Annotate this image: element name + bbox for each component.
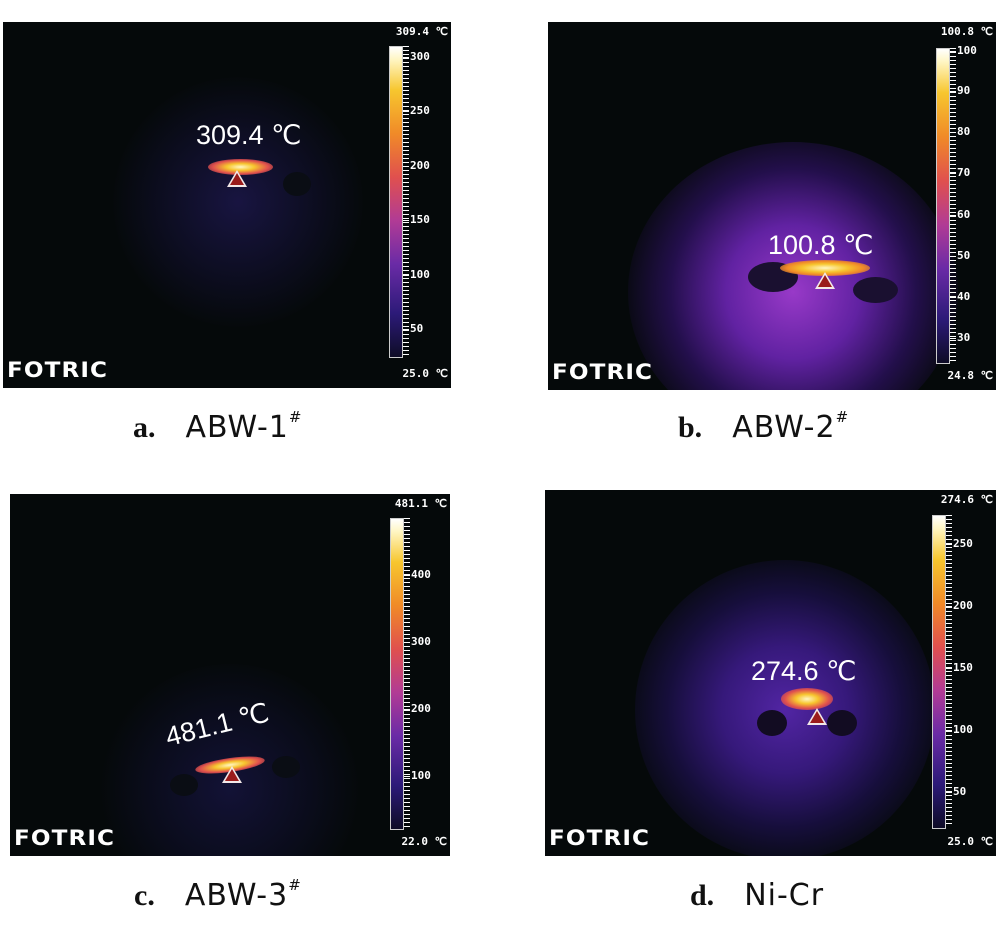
fotric-logo: FOTRIC: [14, 826, 116, 850]
hot-streak: [780, 260, 870, 276]
scale-ticks: [950, 48, 956, 362]
caption-superscript: #: [288, 876, 302, 894]
scale-ticks: [404, 518, 410, 828]
thermal-image-abw-3: 481.1 ℃ 481.1 ℃ 400 300 200 100 22.0 ℃ F…: [10, 494, 450, 856]
scale-min-label: 24.8 ℃: [947, 369, 993, 382]
scale-tick-label: 300: [404, 635, 431, 648]
scale-tick-label: 90: [950, 84, 970, 97]
scale-tick-label: 250: [403, 104, 430, 117]
scale-tick-label: 100: [950, 44, 977, 57]
thermal-image-abw-2: 100.8 ℃ 100.8 ℃ 100 90 80 70 60 50 40 30…: [548, 22, 996, 390]
scale-tick-label: 100: [946, 723, 973, 736]
fotric-logo: FOTRIC: [549, 826, 651, 850]
color-scale-bar: [936, 48, 950, 364]
scale-tick-label: 50: [946, 785, 966, 798]
scale-max-label: 274.6 ℃: [940, 493, 993, 506]
hotspot-marker-icon: [222, 766, 242, 783]
color-scale-bar: [389, 46, 403, 358]
scale-tick-label: 300: [403, 50, 430, 63]
scale-tick-label: 50: [403, 322, 423, 335]
caption-a: a. ABW-1#: [133, 408, 303, 445]
hot-streak: [781, 688, 833, 710]
max-temp-readout: 274.6 ℃: [751, 656, 857, 686]
max-temp-readout: 481.1 ℃: [162, 697, 273, 753]
max-temp-readout: 309.4 ℃: [196, 120, 302, 150]
electrode-blob: [283, 172, 311, 196]
caption-letter: a.: [133, 411, 156, 444]
hotspot-marker-icon: [227, 170, 247, 187]
hot-streak: [208, 159, 273, 175]
caption-name: ABW-3#: [184, 876, 302, 913]
hotspot-marker-icon: [815, 272, 835, 289]
scale-max-label: 309.4 ℃: [395, 25, 448, 38]
electrode-blob: [170, 774, 198, 796]
heat-halo: [635, 560, 935, 856]
max-temp-readout: 100.8 ℃: [768, 230, 874, 260]
scale-tick-label: 100: [404, 769, 431, 782]
caption-c: c. ABW-3#: [134, 876, 302, 913]
scale-tick-label: 200: [403, 159, 430, 172]
caption-d: d. Ni-Cr: [690, 878, 824, 913]
scale-tick-label: 50: [950, 249, 970, 262]
scale-tick-label: 60: [950, 208, 970, 221]
color-scale-bar: [932, 515, 946, 829]
scale-tick-label: 100: [403, 268, 430, 281]
scale-tick-label: 150: [946, 661, 973, 674]
caption-letter: b.: [678, 411, 703, 444]
caption-superscript: #: [288, 408, 303, 426]
electrode-blob: [757, 710, 787, 736]
scale-tick-label: 30: [950, 331, 970, 344]
thermal-image-ni-cr: 274.6 ℃ 274.6 ℃ 250 200 150 100 50 25.0 …: [545, 490, 996, 856]
electrode-blob: [827, 710, 857, 736]
scale-min-label: 25.0 ℃: [402, 367, 448, 380]
caption-name-text: ABW-3: [184, 878, 289, 913]
caption-name-text: Ni-Cr: [744, 878, 825, 913]
fotric-logo: FOTRIC: [7, 358, 109, 382]
caption-b: b. ABW-2#: [678, 408, 850, 445]
scale-tick-label: 400: [404, 568, 431, 581]
caption-name: Ni-Cr: [744, 878, 824, 913]
hotspot-marker-icon: [807, 708, 827, 725]
caption-superscript: #: [835, 408, 850, 426]
caption-letter: d.: [690, 879, 715, 912]
color-scale-bar: [390, 518, 404, 830]
scale-tick-label: 200: [404, 702, 431, 715]
caption-letter: c.: [134, 879, 155, 912]
scale-min-label: 22.0 ℃: [401, 835, 447, 848]
scale-min-label: 25.0 ℃: [947, 835, 993, 848]
heat-halo: [113, 77, 363, 327]
caption-name: ABW-2#: [732, 408, 850, 445]
scale-tick-label: 70: [950, 166, 970, 179]
fotric-logo: FOTRIC: [552, 360, 654, 384]
scale-tick-label: 80: [950, 125, 970, 138]
electrode-blob: [853, 277, 898, 303]
caption-name-text: ABW-2: [732, 410, 836, 445]
thermal-image-abw-1: 309.4 ℃ 309.4 ℃ 300 250 200 150 100 50 2…: [3, 22, 451, 388]
scale-tick-label: 250: [946, 537, 973, 550]
scale-tick-label: 40: [950, 290, 970, 303]
scale-max-label: 481.1 ℃: [394, 497, 447, 510]
caption-name: ABW-1#: [185, 408, 303, 445]
scale-tick-label: 150: [403, 213, 430, 226]
scale-max-label: 100.8 ℃: [940, 25, 993, 38]
scale-ticks: [403, 46, 409, 356]
scale-tick-label: 200: [946, 599, 973, 612]
caption-name-text: ABW-1: [185, 410, 289, 445]
electrode-blob: [272, 756, 300, 778]
